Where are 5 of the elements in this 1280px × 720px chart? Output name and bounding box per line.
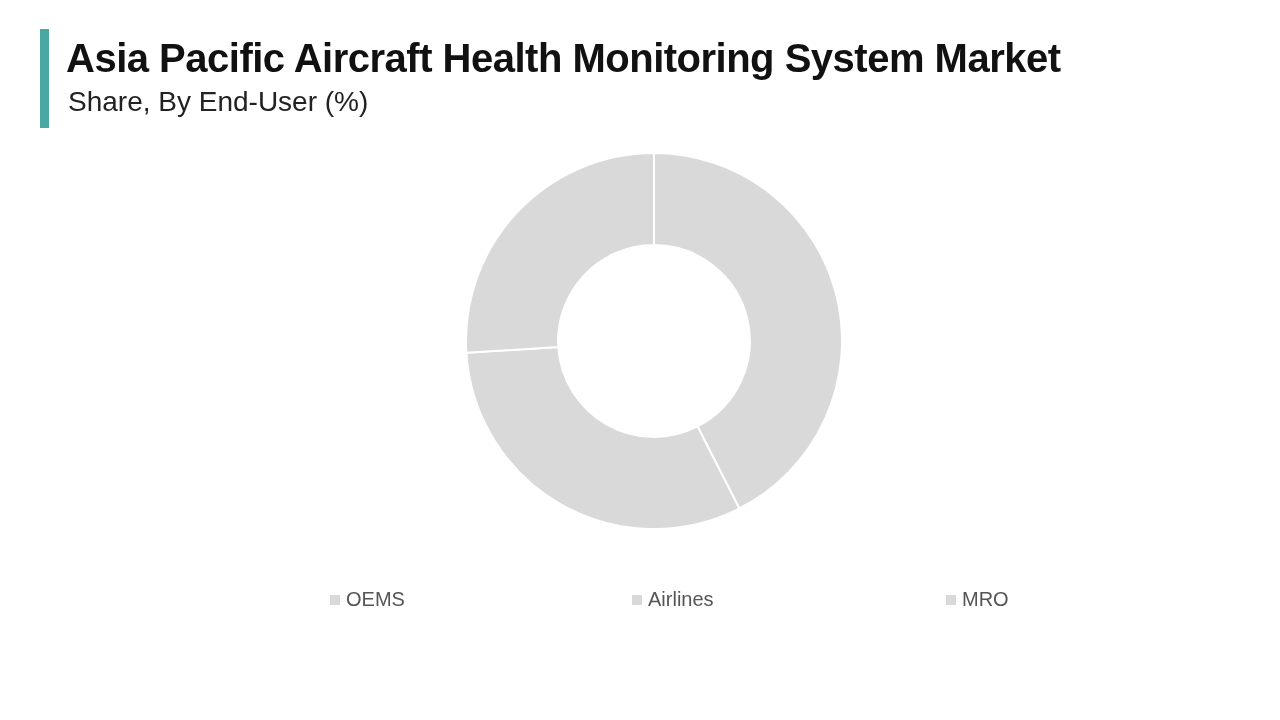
chart-title: Asia Pacific Aircraft Health Monitoring System Market xyxy=(66,36,1061,81)
legend-label: OEMS xyxy=(346,588,405,611)
chart-subtitle: Share, By End-User (%) xyxy=(68,86,369,118)
legend-label: MRO xyxy=(962,588,1009,611)
legend-label: Airlines xyxy=(648,588,714,611)
